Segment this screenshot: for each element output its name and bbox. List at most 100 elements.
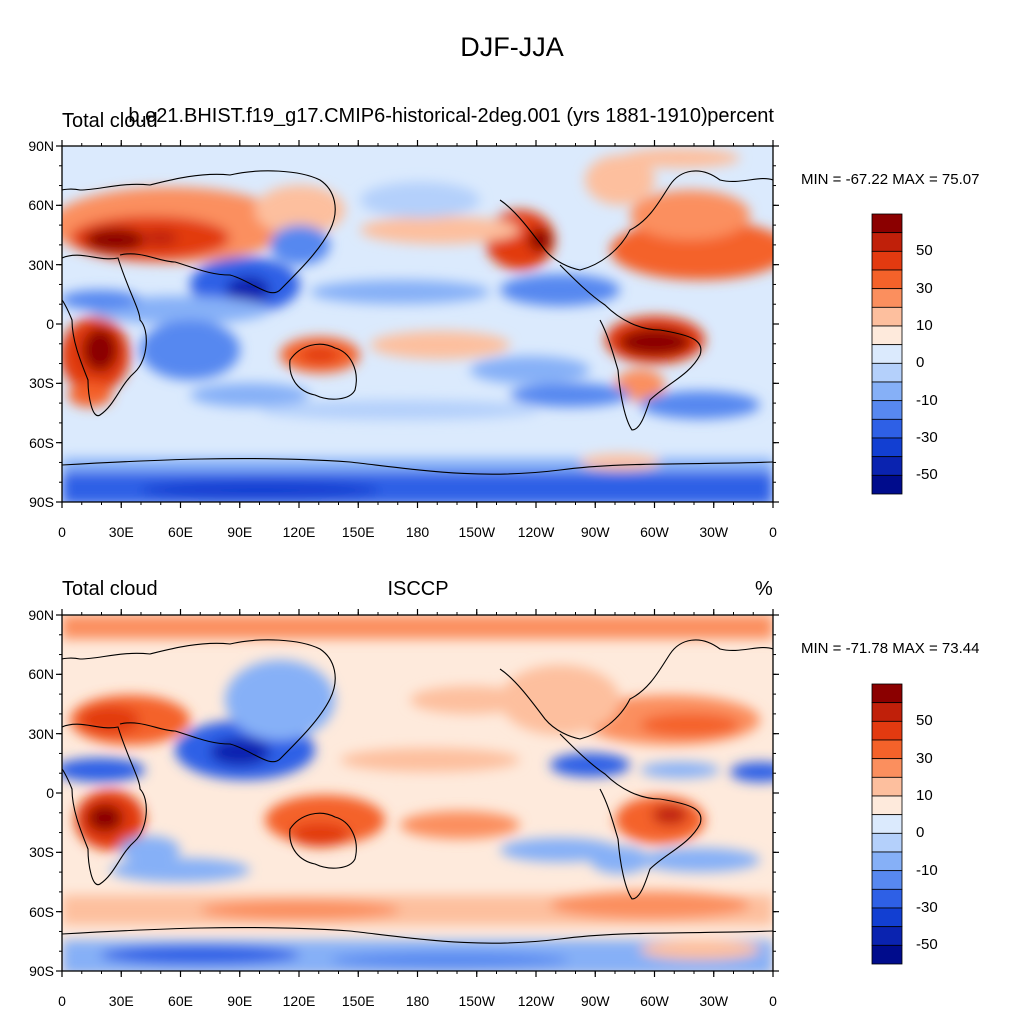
panel-2-lat-label: 60N <box>28 666 54 683</box>
panel-1-lon-label: 120W <box>517 524 555 540</box>
colorbar-swatch <box>871 232 903 252</box>
panel-1-lon-label: 90W <box>580 524 610 540</box>
panel-1-lon-label: 60W <box>640 524 669 540</box>
colorbar-swatch <box>871 758 903 778</box>
panel-2-lat-label: 90S <box>29 963 54 979</box>
panel-2-lon-label: 0 <box>58 993 66 1009</box>
colorbar-swatch <box>871 269 903 290</box>
panel-2-map <box>62 615 773 971</box>
colorbar-1-label: -30 <box>916 429 938 446</box>
panel-1-lat-label: 30N <box>28 256 54 273</box>
colorbar-swatch <box>871 344 903 364</box>
colorbar-swatch <box>871 325 903 346</box>
colorbar-swatch <box>871 288 903 308</box>
panel-2-lon-label: 180 <box>405 993 430 1009</box>
panel-2-lon-label: 150E <box>341 993 375 1009</box>
panel-2-lon-label: 30W <box>699 993 729 1009</box>
panel-1-right-title: percent <box>707 105 774 127</box>
panel-2-colorbar <box>871 683 903 965</box>
panel-2-lon-label: 120W <box>517 993 555 1009</box>
colorbar-swatch <box>871 832 903 853</box>
colorbar-swatch <box>871 888 903 909</box>
panel-1-lat-label: 0 <box>46 316 54 332</box>
colorbar-swatch <box>871 907 903 928</box>
panel-2-lon-label: 90E <box>227 993 253 1009</box>
colorbar-swatch <box>871 213 903 234</box>
colorbar-swatch <box>871 381 903 402</box>
panel-1-lat-label: 60S <box>29 434 54 451</box>
colorbar-swatch <box>871 474 903 495</box>
panel-1-lon-label: 30W <box>699 524 729 540</box>
colorbar-1-label: 30 <box>916 279 933 297</box>
panel-2-left-title: Total cloud <box>62 578 158 600</box>
panel-1-lat-label: 90N <box>28 138 54 154</box>
panel-2-lon-label: 60W <box>640 993 669 1009</box>
colorbar-swatch <box>871 306 903 327</box>
colorbar-1-label: -10 <box>916 391 938 409</box>
panel-1-stats: MIN = -67.22 MAX = 75.07 <box>801 171 980 188</box>
colorbar-2-label: 50 <box>916 712 933 730</box>
panel-2-ticks <box>56 609 779 977</box>
panel-1-left-title: Total cloud <box>62 110 158 132</box>
panel-1-lon-label: 150W <box>458 524 496 540</box>
panel-2-lat-label: 30S <box>29 844 54 861</box>
panel-2-lon-label: 120E <box>282 993 316 1009</box>
colorbar-swatch <box>871 250 903 271</box>
colorbar-swatch <box>871 776 903 797</box>
colorbar-1-label: 50 <box>916 242 933 260</box>
panel-1-lon-label: 150E <box>341 524 375 540</box>
panel-2-lon-label: 150W <box>458 993 496 1009</box>
colorbar-swatch <box>871 720 903 741</box>
colorbar-swatch <box>871 456 903 476</box>
panel-1-lon-label: 0 <box>58 524 66 540</box>
colorbar-1-label: 10 <box>916 317 933 334</box>
colorbar-swatch <box>871 739 903 760</box>
panel-1-lon-label: 60E <box>168 524 193 540</box>
colorbar-2-label: 30 <box>916 749 933 767</box>
panel-1-lon-label: 30E <box>108 524 134 540</box>
panel-2-right-title: % <box>755 578 773 600</box>
panel-2-lon-label: 60E <box>168 993 193 1009</box>
colorbar-2-label: 0 <box>916 824 925 842</box>
colorbar-2-label: -50 <box>916 936 938 954</box>
colorbar-swatch <box>871 944 903 965</box>
colorbar-2-label: -30 <box>916 899 938 916</box>
panel-1-lon-label: 180 <box>405 524 430 540</box>
panel-2-lon-label: 0 <box>769 993 777 1009</box>
panel-2-lon-label: 90W <box>580 993 610 1009</box>
colorbar-swatch <box>871 795 903 816</box>
panel-2-center-title: ISCCP <box>387 578 449 600</box>
panel-1-map <box>62 146 773 502</box>
panel-1-lon-label: 90E <box>227 524 253 540</box>
panel-1-ticks <box>56 140 779 508</box>
colorbar-2-label: 10 <box>916 787 933 804</box>
panel-2-lat-label: 0 <box>46 785 54 801</box>
panel-1-lat-label: 90S <box>29 494 54 510</box>
panel-2-lat-label: 60S <box>29 903 54 920</box>
colorbar-swatch <box>871 418 903 439</box>
panel-1-lat-label: 30S <box>29 375 54 392</box>
panel-2-lon-label: 30E <box>108 993 134 1009</box>
panel-2-lat-label: 90N <box>28 607 54 623</box>
panel-1-lat-label: 60N <box>28 197 54 214</box>
panel-1-lon-label: 0 <box>769 524 777 540</box>
panel-1-lon-label: 120E <box>282 524 316 540</box>
colorbar-1-label: 0 <box>916 354 925 372</box>
colorbar-swatch <box>871 851 903 872</box>
colorbar-swatch <box>871 702 903 722</box>
colorbar-swatch <box>871 926 903 946</box>
colorbar-1-label: -50 <box>916 466 938 484</box>
colorbar-swatch <box>871 814 903 834</box>
figure-title: DJF-JJA <box>460 32 564 62</box>
colorbar-swatch <box>871 683 903 704</box>
colorbar-swatch <box>871 870 903 890</box>
colorbar-swatch <box>871 362 903 383</box>
colorbar-swatch <box>871 400 903 420</box>
panel-2-stats: MIN = -71.78 MAX = 73.44 <box>801 640 980 657</box>
panel-1-colorbar <box>871 213 903 495</box>
panel-2-lat-label: 30N <box>28 725 54 742</box>
colorbar-swatch <box>871 437 903 458</box>
colorbar-2-label: -10 <box>916 861 938 879</box>
panel-1-center-title: b.e21.BHIST.f19_g17.CMIP6-historical-2de… <box>128 105 708 127</box>
